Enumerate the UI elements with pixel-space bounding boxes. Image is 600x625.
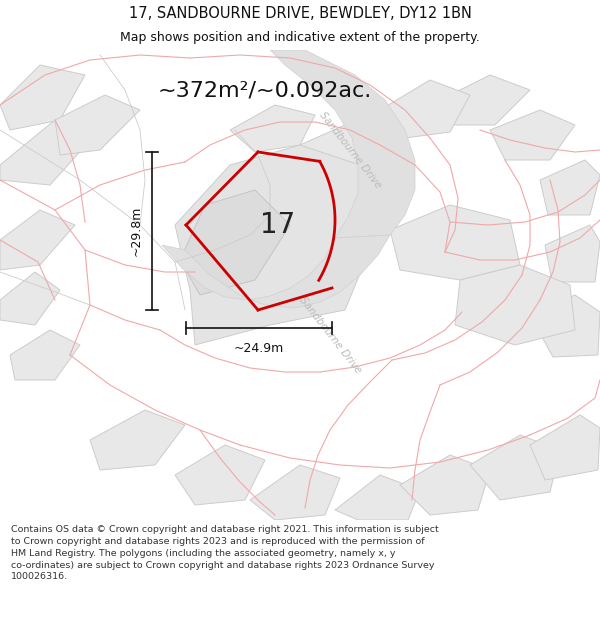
Polygon shape [250, 465, 340, 520]
Text: 17, SANDBOURNE DRIVE, BEWDLEY, DY12 1BN: 17, SANDBOURNE DRIVE, BEWDLEY, DY12 1BN [128, 6, 472, 21]
Polygon shape [470, 435, 560, 500]
Polygon shape [440, 75, 530, 125]
Polygon shape [0, 120, 95, 185]
Polygon shape [90, 410, 185, 470]
Polygon shape [490, 110, 575, 160]
Polygon shape [530, 415, 600, 480]
Polygon shape [300, 125, 385, 175]
Polygon shape [380, 80, 470, 138]
Text: Map shows position and indicative extent of the property.: Map shows position and indicative extent… [120, 31, 480, 44]
Polygon shape [55, 95, 140, 155]
Polygon shape [455, 265, 575, 345]
Polygon shape [545, 225, 600, 282]
Text: ~29.8m: ~29.8m [130, 206, 143, 256]
Polygon shape [0, 65, 85, 130]
Text: 17: 17 [260, 211, 296, 239]
Text: Contains OS data © Crown copyright and database right 2021. This information is : Contains OS data © Crown copyright and d… [11, 525, 439, 581]
Polygon shape [162, 235, 390, 308]
Polygon shape [400, 455, 490, 515]
Polygon shape [0, 210, 75, 270]
Text: ~372m²/~0.092ac.: ~372m²/~0.092ac. [158, 80, 372, 100]
Polygon shape [175, 145, 380, 345]
Text: Sandbourne Drive: Sandbourne Drive [297, 295, 363, 375]
Polygon shape [270, 50, 415, 238]
Text: Sandbourne Drive: Sandbourne Drive [317, 110, 383, 190]
Polygon shape [175, 445, 265, 505]
Polygon shape [335, 475, 420, 520]
Polygon shape [180, 190, 290, 295]
Polygon shape [0, 272, 60, 325]
Polygon shape [230, 105, 315, 152]
Text: ~24.9m: ~24.9m [234, 342, 284, 355]
Polygon shape [390, 205, 520, 280]
Polygon shape [10, 330, 80, 380]
Polygon shape [530, 295, 600, 357]
Polygon shape [540, 160, 600, 215]
